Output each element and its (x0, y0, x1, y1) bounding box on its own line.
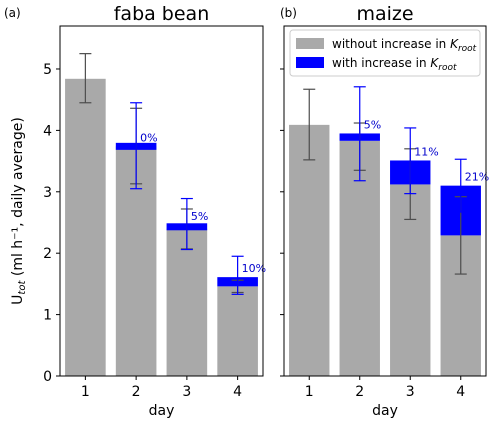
x-tick-label: 4 (233, 384, 242, 400)
increase-percent-label: 21% (465, 171, 489, 184)
legend-entry-label: without increase in Kroot (332, 37, 477, 54)
x-tick-label: 2 (355, 384, 364, 400)
legend-entry-prefix: with increase in (332, 56, 430, 70)
y-tick-label: 2 (43, 246, 52, 262)
legend-box (289, 29, 481, 77)
x-tick-label: 2 (132, 384, 141, 400)
x-tick-label: 3 (182, 384, 191, 400)
increase-percent-label: 10% (242, 262, 266, 275)
panel-label: (b) (280, 6, 297, 20)
y-tick-label: 1 (43, 308, 52, 324)
increase-percent-label: 11% (414, 145, 438, 158)
panel-title: maize (356, 3, 413, 25)
x-tick-label: 1 (305, 384, 314, 400)
legend-swatch-without (296, 38, 324, 49)
y-axis-label-sub: tot (17, 280, 28, 295)
x-tick-label: 4 (456, 384, 465, 400)
y-tick-label: 0 (43, 369, 52, 385)
x-tick-label: 1 (81, 384, 90, 400)
x-tick-label: 3 (406, 384, 415, 400)
legend-swatch-with (296, 57, 324, 68)
bar-without-increase (166, 228, 208, 376)
panel-maize: 5% 11% 21% 1 2 3 4 day maize (b) without increase … (280, 3, 489, 419)
x-axis-label: day (149, 403, 175, 419)
y-axis-label-rest: (ml h⁻¹, daily average) (10, 117, 26, 280)
legend-entry-label: with increase in Kroot (332, 56, 457, 73)
x-axis-label: day (372, 403, 398, 419)
increase-percent-label: 5% (364, 118, 381, 131)
panel-faba-bean: 0% 5% 10% 1 2 3 4 day faba bean (a) 0 1 2 3 4 5 Utot (ml… (4, 3, 266, 419)
y-tick-label: 4 (43, 123, 52, 139)
bar-without-increase (289, 124, 330, 376)
y-axis-label-main: U (10, 295, 26, 305)
panel-title: faba bean (114, 3, 210, 25)
y-tick-label: 3 (43, 185, 52, 201)
legend-entry-main: K (430, 56, 439, 70)
legend-entry-main: K (450, 37, 459, 51)
y-tick-label: 5 (43, 62, 52, 78)
bar-without-increase (65, 78, 106, 377)
legend-entry-sub: root (438, 63, 457, 73)
increase-percent-label: 0% (140, 131, 157, 144)
legend-entry-prefix: without increase in (332, 37, 450, 51)
axes-frame (59, 25, 264, 377)
y-axis-label: Utot (ml h⁻¹, daily average) (10, 117, 28, 305)
legend-entry-sub: root (458, 44, 477, 54)
panel-label: (a) (4, 6, 21, 20)
bar-without-increase (217, 286, 258, 376)
increase-percent-label: 5% (191, 210, 208, 223)
axes-frame (283, 25, 487, 377)
